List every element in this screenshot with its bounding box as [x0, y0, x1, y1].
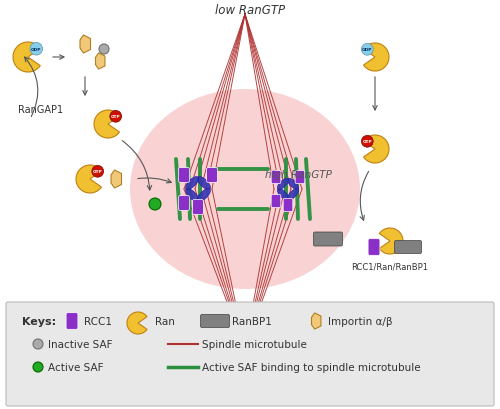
FancyBboxPatch shape [178, 196, 190, 211]
Text: Inactive SAF: Inactive SAF [48, 339, 112, 349]
Text: RCC1/Ran/RanBP1: RCC1/Ran/RanBP1 [352, 261, 428, 270]
Wedge shape [127, 312, 147, 334]
Text: Spindle microtubule: Spindle microtubule [202, 339, 307, 349]
Circle shape [30, 43, 42, 56]
FancyArrowPatch shape [24, 58, 38, 117]
Text: RanBP1: RanBP1 [232, 316, 272, 326]
FancyArrowPatch shape [373, 78, 377, 111]
Text: Active SAF: Active SAF [48, 362, 104, 372]
Circle shape [92, 166, 104, 178]
FancyArrowPatch shape [138, 178, 172, 183]
Circle shape [149, 198, 161, 211]
FancyBboxPatch shape [295, 171, 305, 184]
Polygon shape [96, 54, 105, 70]
FancyBboxPatch shape [271, 195, 281, 208]
Text: high RanGTP: high RanGTP [265, 170, 332, 180]
Ellipse shape [278, 179, 288, 190]
Text: Importin α/β: Importin α/β [328, 316, 392, 326]
FancyBboxPatch shape [283, 199, 293, 212]
FancyArrowPatch shape [83, 78, 87, 96]
FancyBboxPatch shape [271, 171, 281, 184]
FancyArrowPatch shape [122, 141, 152, 191]
Circle shape [110, 111, 122, 123]
Ellipse shape [288, 189, 298, 200]
Wedge shape [380, 229, 403, 254]
Text: GDP: GDP [362, 48, 372, 52]
FancyBboxPatch shape [368, 239, 380, 256]
FancyBboxPatch shape [6, 302, 494, 406]
Ellipse shape [278, 189, 288, 200]
FancyBboxPatch shape [192, 200, 203, 215]
Polygon shape [312, 313, 321, 329]
Text: low RanGTP: low RanGTP [215, 4, 285, 17]
FancyBboxPatch shape [314, 232, 342, 246]
FancyBboxPatch shape [200, 315, 230, 328]
FancyBboxPatch shape [66, 313, 78, 330]
Wedge shape [364, 44, 389, 72]
Ellipse shape [198, 189, 210, 202]
Circle shape [33, 339, 43, 349]
FancyBboxPatch shape [206, 168, 218, 183]
Text: GTP: GTP [93, 170, 102, 174]
Text: Ran: Ran [155, 316, 175, 326]
Text: RCC1: RCC1 [84, 316, 112, 326]
Text: GTP: GTP [362, 140, 372, 144]
Ellipse shape [186, 189, 198, 202]
Ellipse shape [130, 90, 360, 289]
Text: GDP: GDP [31, 47, 42, 52]
Wedge shape [76, 166, 102, 193]
Ellipse shape [198, 177, 210, 190]
Circle shape [99, 45, 109, 55]
FancyBboxPatch shape [178, 168, 190, 183]
Circle shape [362, 136, 373, 148]
FancyBboxPatch shape [394, 241, 421, 254]
Ellipse shape [288, 179, 298, 190]
Circle shape [33, 362, 43, 372]
Text: Active SAF binding to spindle microtubule: Active SAF binding to spindle microtubul… [202, 362, 420, 372]
Wedge shape [94, 111, 120, 139]
Polygon shape [80, 36, 90, 54]
Circle shape [362, 44, 373, 56]
Text: Keys:: Keys: [22, 316, 56, 326]
Wedge shape [364, 136, 389, 164]
Text: RanGAP1: RanGAP1 [18, 105, 63, 115]
Wedge shape [13, 43, 40, 73]
Polygon shape [111, 171, 122, 189]
Text: GTP: GTP [111, 115, 120, 119]
FancyArrowPatch shape [360, 172, 368, 221]
Ellipse shape [186, 177, 198, 190]
FancyArrowPatch shape [53, 56, 64, 60]
